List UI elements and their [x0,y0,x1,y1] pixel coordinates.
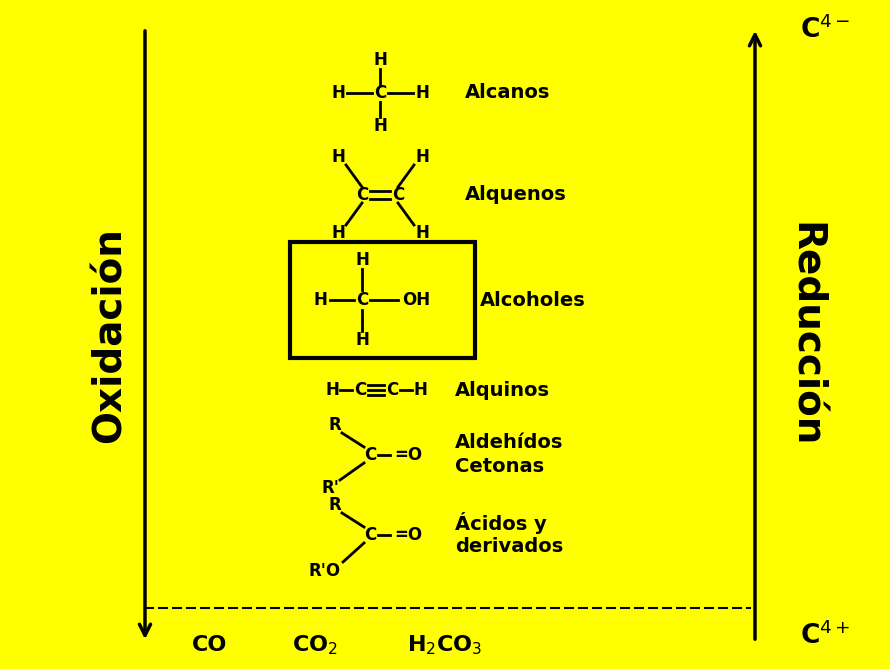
Text: R: R [328,416,342,434]
Text: R': R' [321,479,339,497]
Text: C: C [364,446,376,464]
Text: Alquinos: Alquinos [455,381,550,399]
Text: Alquenos: Alquenos [465,185,567,205]
Text: Reducción: Reducción [786,222,824,448]
Text: Aldehídos: Aldehídos [455,434,563,452]
Text: H: H [331,84,345,102]
Text: C: C [356,291,368,309]
Text: OH: OH [402,291,430,309]
Text: H: H [331,224,345,242]
Text: H: H [355,331,369,349]
Text: Ácidos y: Ácidos y [455,512,546,534]
Text: CO$_2$: CO$_2$ [292,633,338,657]
Text: H$_2$CO$_3$: H$_2$CO$_3$ [408,633,482,657]
Text: H: H [313,291,327,309]
Text: H: H [373,51,387,69]
Text: H: H [415,84,429,102]
Text: C$^{4+}$: C$^{4+}$ [800,622,851,650]
Text: =O: =O [394,526,422,544]
Text: CO: CO [192,635,228,655]
Text: C$^{4-}$: C$^{4-}$ [800,15,851,43]
Text: H: H [373,117,387,135]
Text: H: H [331,148,345,166]
Text: C: C [386,381,398,399]
Text: derivados: derivados [455,537,563,557]
Text: H: H [415,224,429,242]
Text: Oxidación: Oxidación [91,227,129,443]
Text: H: H [413,381,427,399]
Text: C: C [374,84,386,102]
Text: C: C [364,526,376,544]
Text: H: H [355,251,369,269]
Text: C: C [356,186,368,204]
Text: H: H [415,148,429,166]
Text: R: R [328,496,342,514]
Text: R'O: R'O [309,562,341,580]
Text: C: C [392,186,404,204]
Text: Alcanos: Alcanos [465,84,550,102]
Text: H: H [325,381,339,399]
Text: C: C [354,381,366,399]
Bar [290,242,475,358]
Text: =O: =O [394,446,422,464]
Text: Alcoholes: Alcoholes [480,290,586,310]
Text: Cetonas: Cetonas [455,458,544,476]
